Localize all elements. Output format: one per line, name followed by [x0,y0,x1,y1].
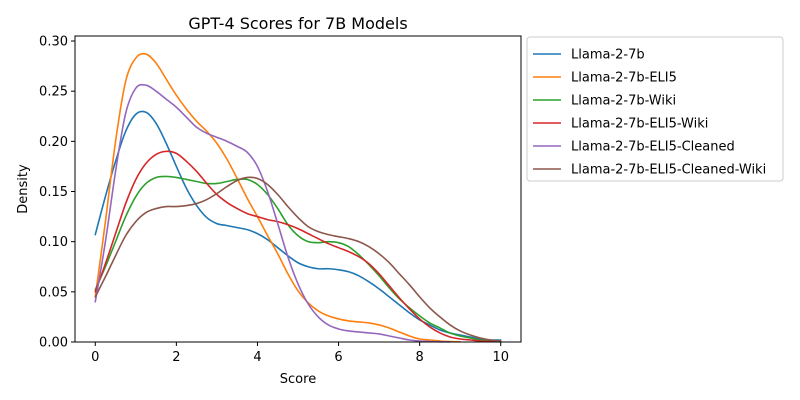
series-line-2 [94,52,461,343]
legend-label: Llama-2-7b [571,48,645,63]
x-tick-label: 6 [334,350,342,365]
legend-box [526,36,784,182]
chart-title: GPT-4 Scores for 7B Models [188,14,407,33]
x-tick-label: 10 [492,350,509,365]
x-axis-label: Score [280,372,316,387]
series-line-6 [94,176,502,342]
x-axis: 0 2 4 6 8 10 [91,342,509,365]
legend-label: Llama-2-7b-ELI5 [571,71,677,86]
plot-lines [94,52,502,343]
x-tick-label: 4 [253,350,261,365]
plot-frame [74,35,522,343]
y-tick-label: 0.05 [39,285,68,300]
y-axis: 0.00 0.05 0.10 0.15 0.20 0.25 0.30 [39,35,75,351]
y-axis-label: Density [16,164,31,214]
y-tick-label: 0.10 [39,235,68,250]
series-line-5 [94,83,451,343]
legend-label: Llama-2-7b-ELI5-Cleaned [571,140,735,155]
series-line-3 [94,175,502,342]
x-tick-label: 8 [415,350,423,365]
series-line-4 [94,150,502,343]
y-tick-label: 0.15 [39,185,68,200]
legend-label: Llama-2-7b-ELI5-Cleaned-Wiki [571,163,766,178]
y-tick-label: 0.00 [39,336,68,351]
y-tick-label: 0.20 [39,135,68,150]
legend: Llama-2-7b Llama-2-7b-ELI5 Llama-2-7b-Wiki… [526,36,784,182]
legend-label: Llama-2-7b-ELI5-Wiki [571,117,708,132]
x-tick-label: 0 [91,350,99,365]
y-tick-label: 0.25 [39,85,68,100]
x-tick-label: 2 [172,350,180,365]
legend-label: Llama-2-7b-Wiki [571,94,676,109]
y-tick-label: 0.30 [39,35,68,50]
series-line-1 [94,110,502,341]
